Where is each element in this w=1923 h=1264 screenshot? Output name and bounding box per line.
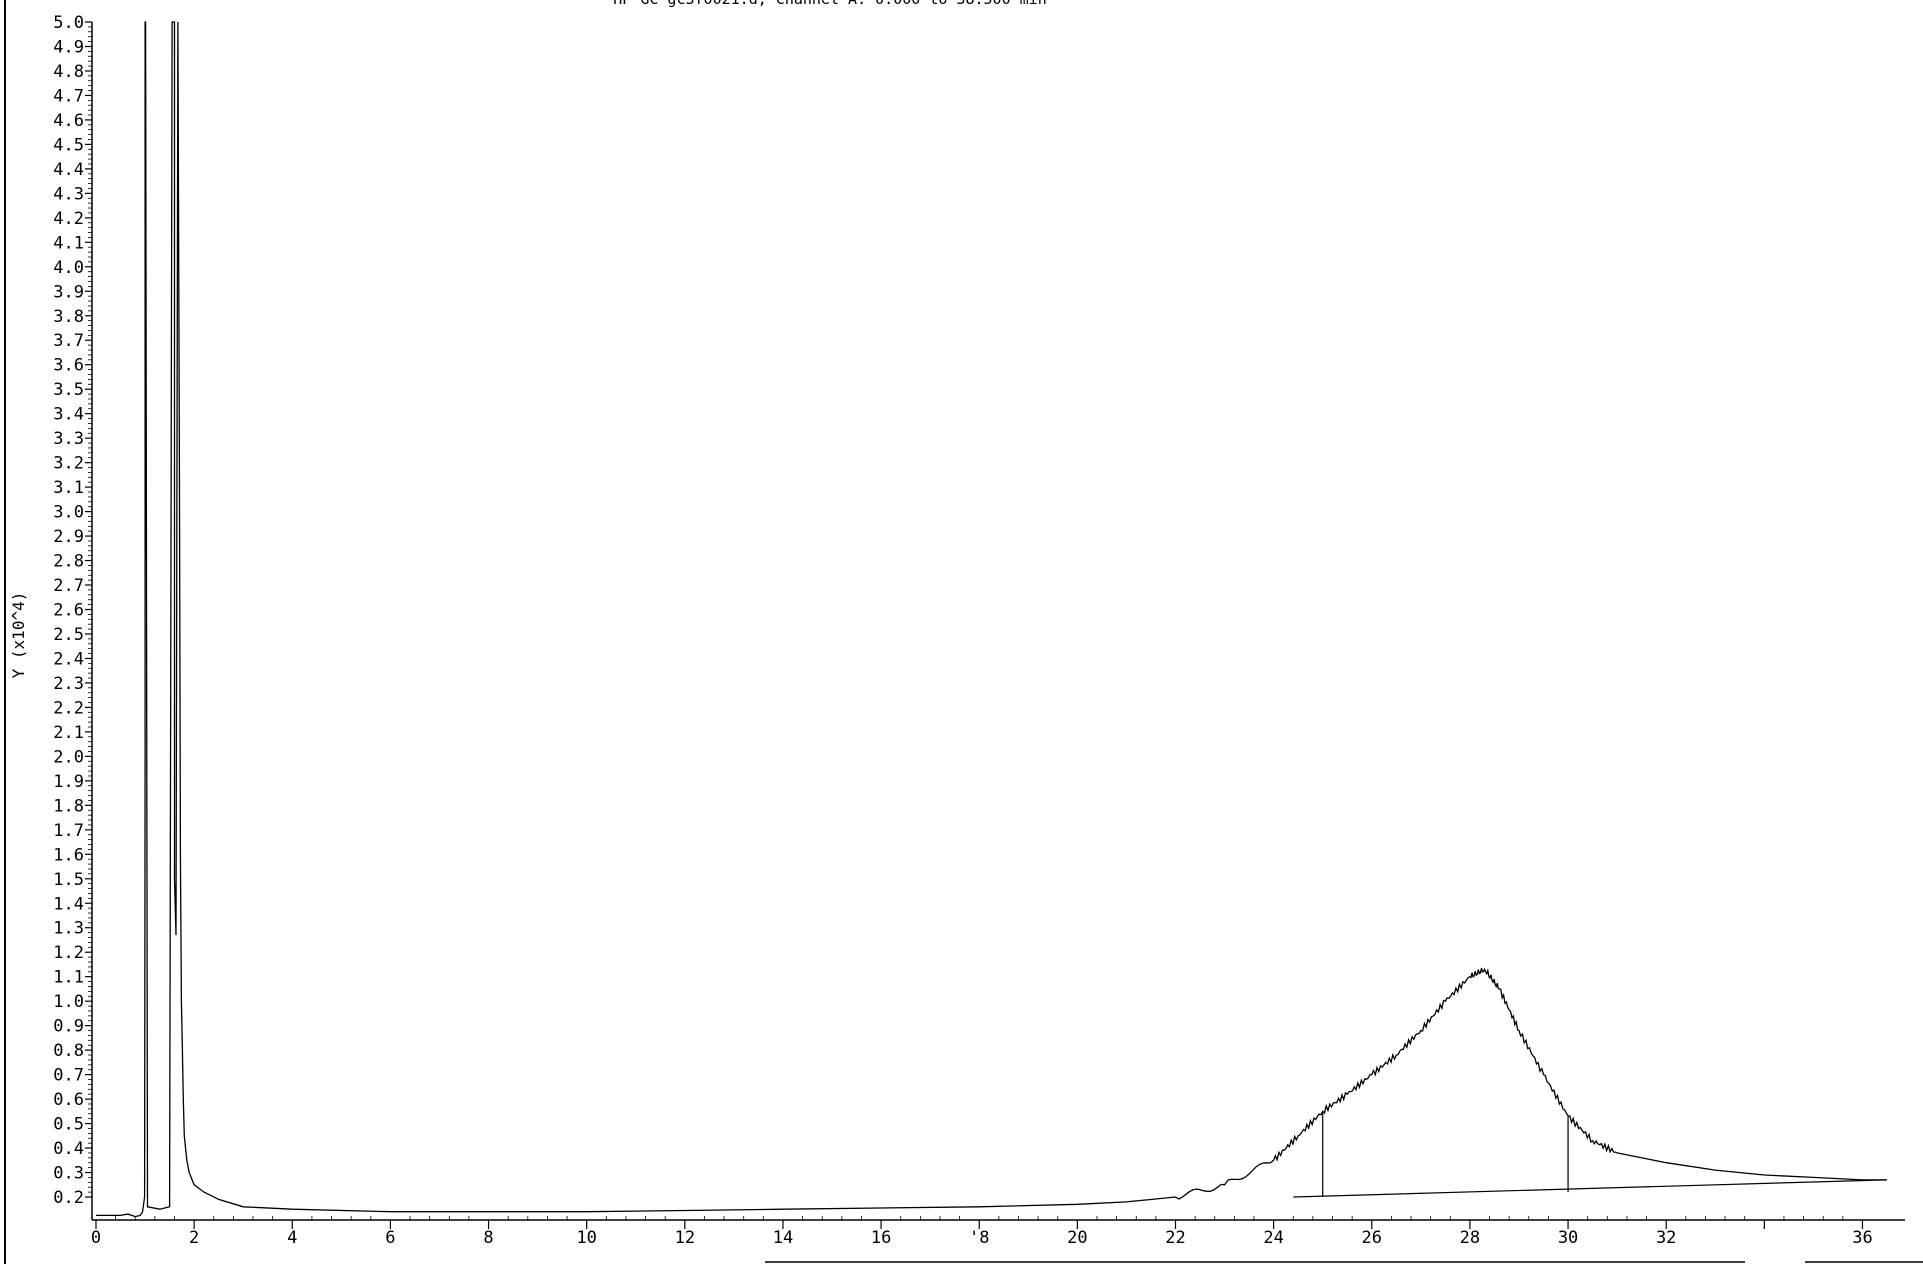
x-tick-label: 6 (385, 1228, 395, 1248)
y-tick-label: 0.7 (53, 1066, 84, 1086)
y-tick-label: 1.1 (53, 968, 84, 988)
y-tick-label: 2.1 (53, 723, 84, 743)
y-tick-label: 2.4 (53, 649, 84, 669)
series-group (96, 21, 1887, 1218)
x-tick-label: 32 (1656, 1228, 1676, 1248)
y-tick-label: 5.0 (53, 13, 84, 33)
x-axis-ticks: 0 2 4 6 8 10 12 14 16'8 20 22 24 26 28 30 32 36 (91, 1216, 1873, 1248)
y-tick-label: 4.8 (53, 62, 84, 82)
y-tick-label: 3.7 (53, 331, 84, 351)
y-tick-label: 0.2 (53, 1188, 84, 1208)
y-tick-label: 4.7 (53, 86, 84, 106)
y-tick-label: 0.3 (53, 1164, 84, 1184)
y-tick-label: 3.8 (53, 307, 84, 327)
y-tick-label: 1.9 (53, 772, 84, 792)
y-tick-label: 3.3 (53, 429, 84, 449)
y-tick-label: 3.1 (53, 478, 84, 498)
y-tick-label: 4.6 (53, 111, 84, 131)
integration-markers (1322, 1111, 1569, 1197)
y-tick-label: 4.3 (53, 184, 84, 204)
chart-title: HP GC gc3f0021.d, Channel A: 0.000 to 38… (613, 0, 1046, 8)
x-tick-label: 28 (1460, 1228, 1480, 1248)
y-tick-label: 3.2 (53, 454, 84, 474)
y-axis-ticks: 0.2 0.3 0.4 0.5 0.6 0.7 0.8 0.9 1.0 1.1 1.2 1.3 1.4 1… (53, 13, 92, 1208)
x-tick-label: 10 (576, 1228, 596, 1248)
y-tick-label: 2.7 (53, 576, 84, 596)
y-tick-label: 4.5 (53, 135, 84, 155)
y-tick-label: 2.3 (53, 674, 84, 694)
y-tick-label: 3.5 (53, 380, 84, 400)
x-tick-label: 8 (483, 1228, 493, 1248)
x-tick-label: 24 (1263, 1228, 1283, 1248)
x-tick-label: 20 (1067, 1228, 1087, 1248)
y-tick-label: 4.0 (53, 258, 84, 278)
y-tick-label: 2.9 (53, 527, 84, 547)
baseline-group (1293, 1179, 1888, 1198)
y-tick-label: 2.5 (53, 625, 84, 645)
y-tick-label: 4.2 (53, 209, 84, 229)
y-tick-label: 0.5 (53, 1115, 84, 1135)
y-tick-label: 0.4 (53, 1139, 84, 1159)
y-tick-label: 2.8 (53, 552, 84, 572)
x-tick-label: 2 (189, 1228, 199, 1248)
y-tick-label: 2.2 (53, 698, 84, 718)
x-tick-label: 36 (1852, 1228, 1872, 1248)
integration-baseline (1293, 1179, 1888, 1198)
x-tick-label: 16 (871, 1228, 891, 1248)
y-tick-label: 2.0 (53, 747, 84, 767)
x-tick-label: 30 (1558, 1228, 1578, 1248)
x-tick-label: 4 (287, 1228, 297, 1248)
y-tick-label: 2.6 (53, 601, 84, 621)
y-tick-label: 1.4 (53, 894, 84, 914)
y-tick-label: 1.8 (53, 796, 84, 816)
y-tick-label: 0.9 (53, 1017, 84, 1037)
y-tick-label: 4.4 (53, 160, 84, 180)
x-tick-label: '8 (969, 1228, 989, 1248)
y-tick-label: 1.2 (53, 943, 84, 963)
y-tick-label: 3.6 (53, 356, 84, 376)
y-tick-label: 1.6 (53, 845, 84, 865)
y-tick-label: 3.9 (53, 282, 84, 302)
y-tick-label: 0.8 (53, 1041, 84, 1061)
x-tick-label: 12 (675, 1228, 695, 1248)
x-tick-label: 22 (1165, 1228, 1185, 1248)
x-tick-label: 26 (1362, 1228, 1382, 1248)
y-tick-label: 3.4 (53, 405, 84, 425)
y-tick-label: 4.1 (53, 233, 84, 253)
y-tick-label: 1.3 (53, 919, 84, 939)
signal-trace (96, 21, 1887, 1218)
y-tick-label: 1.0 (53, 992, 84, 1012)
y-tick-label: 4.9 (53, 37, 84, 57)
x-tick-label: 0 (91, 1228, 101, 1248)
y-tick-label: 1.7 (53, 821, 84, 841)
y-axis-label: Y (x10^4) (9, 592, 28, 679)
y-tick-label: 1.5 (53, 870, 84, 890)
x-tick-label: 14 (773, 1228, 793, 1248)
y-tick-label: 0.6 (53, 1090, 84, 1110)
y-tick-label: 3.0 (53, 503, 84, 523)
